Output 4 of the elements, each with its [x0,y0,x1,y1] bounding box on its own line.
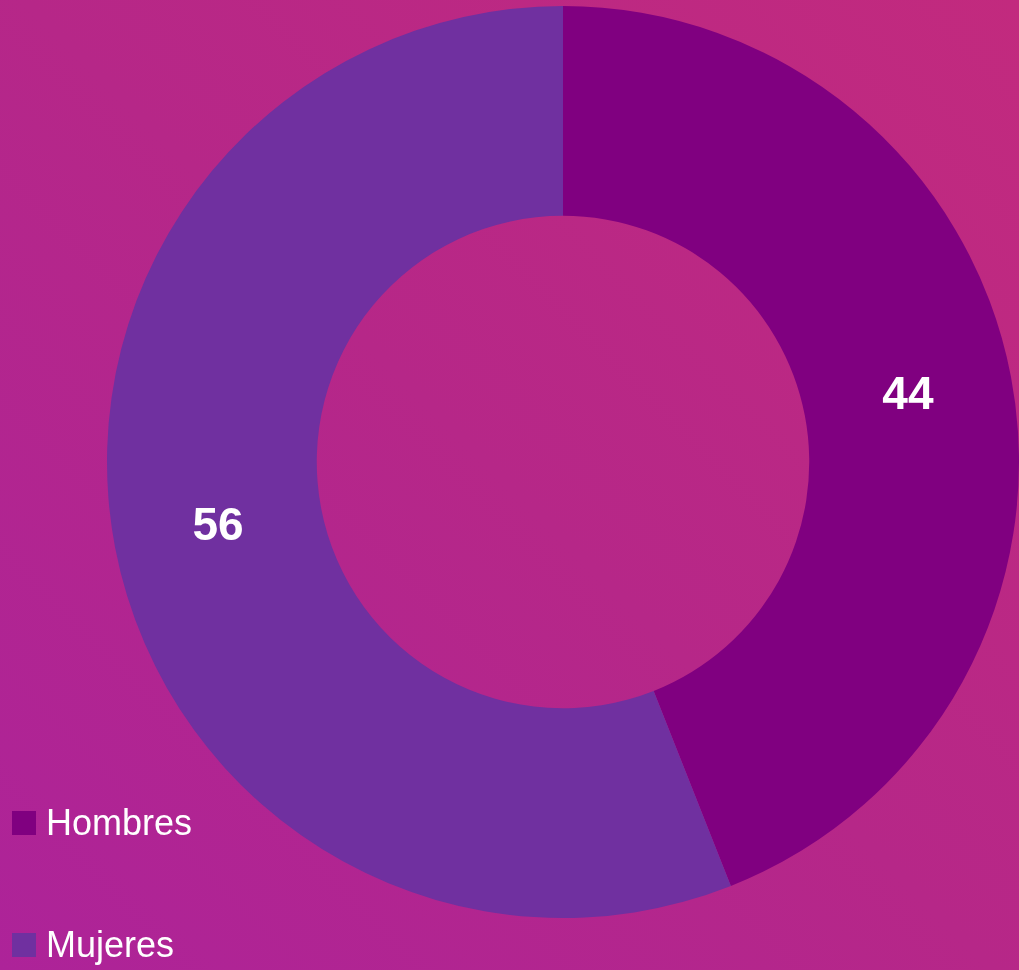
data-label: 56 [192,498,244,551]
legend-label: Hombres [46,802,193,844]
data-label: 44 [882,366,934,419]
legend-label: Mujeres [46,924,175,966]
